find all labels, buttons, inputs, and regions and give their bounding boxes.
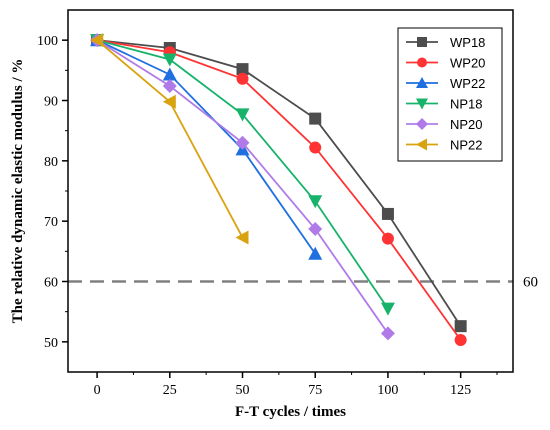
triangle-down-marker (235, 108, 250, 122)
circle-marker (381, 232, 394, 245)
y-tick-label: 100 (37, 34, 58, 49)
y-tick-label: 80 (44, 155, 58, 170)
x-tick-label: 125 (450, 383, 471, 398)
legend-label: WP22 (450, 76, 485, 91)
triangle-left-marker (162, 94, 176, 109)
legend-item: WP22 (406, 76, 485, 91)
triangle-up-marker (416, 77, 428, 88)
circle-marker (454, 334, 467, 347)
triangle-down-marker (308, 195, 323, 209)
y-tick-label: 60 (44, 276, 58, 291)
square-marker (309, 112, 322, 125)
series-np22 (90, 33, 249, 245)
series-line (96, 39, 462, 327)
diamond-marker (416, 118, 428, 130)
legend-item: NP20 (406, 117, 483, 132)
y-tick-label: 50 (44, 336, 58, 351)
legend-item: WP18 (406, 35, 485, 50)
series-line (96, 39, 462, 341)
triangle-left-marker (235, 230, 249, 245)
x-tick-label: 0 (94, 383, 101, 398)
y-tick-label: 70 (44, 215, 58, 230)
diamond-marker (380, 326, 395, 341)
triangle-up-marker (308, 246, 323, 260)
triangle-down-marker (380, 302, 395, 316)
axis-layer: 0 25 50 75 100 125 50 60 70 80 90 100 (37, 34, 498, 398)
legend-box (397, 27, 503, 162)
reference-layer: 60 (68, 275, 538, 291)
legend: WP18 WP20 WP22 NP18 NP20 NP22 (397, 27, 503, 162)
series-wp22 (90, 33, 323, 260)
triangle-up-marker (162, 67, 177, 81)
triangle-left-marker (416, 138, 427, 151)
diamond-marker (162, 79, 177, 94)
legend-label: NP22 (450, 138, 483, 153)
series-line (96, 39, 316, 255)
legend-item: NP18 (406, 97, 483, 112)
diamond-marker (235, 135, 250, 150)
x-tick-label: 25 (163, 383, 177, 398)
triangle-down-marker (416, 98, 428, 110)
square-marker (417, 37, 427, 47)
series-np18 (90, 34, 395, 316)
x-tick-label: 100 (377, 383, 398, 398)
triangle-left-marker (90, 33, 104, 48)
square-marker (236, 63, 249, 76)
series-layer (90, 33, 467, 347)
triangle-down-marker (162, 53, 177, 67)
square-marker (381, 207, 394, 220)
y-axis-title: The relative dynamic elastic modulus / % (10, 59, 26, 324)
reference-line-label: 60 (523, 275, 538, 291)
square-marker (454, 320, 467, 333)
x-tick-label: 50 (236, 383, 250, 398)
y-tick-label: 90 (44, 95, 58, 110)
x-axis-title: F-T cycles / times (235, 404, 346, 420)
circle-marker (417, 57, 427, 68)
legend-item: WP20 (406, 56, 485, 71)
legend-label: WP20 (450, 56, 485, 71)
x-tick-label: 75 (308, 383, 322, 398)
legend-label: NP18 (450, 97, 483, 112)
legend-label: NP20 (450, 117, 483, 132)
circle-marker (309, 141, 322, 154)
diamond-marker (308, 222, 323, 237)
legend-label: WP18 (450, 35, 485, 50)
legend-item: NP22 (406, 138, 483, 153)
circle-marker (236, 72, 249, 85)
